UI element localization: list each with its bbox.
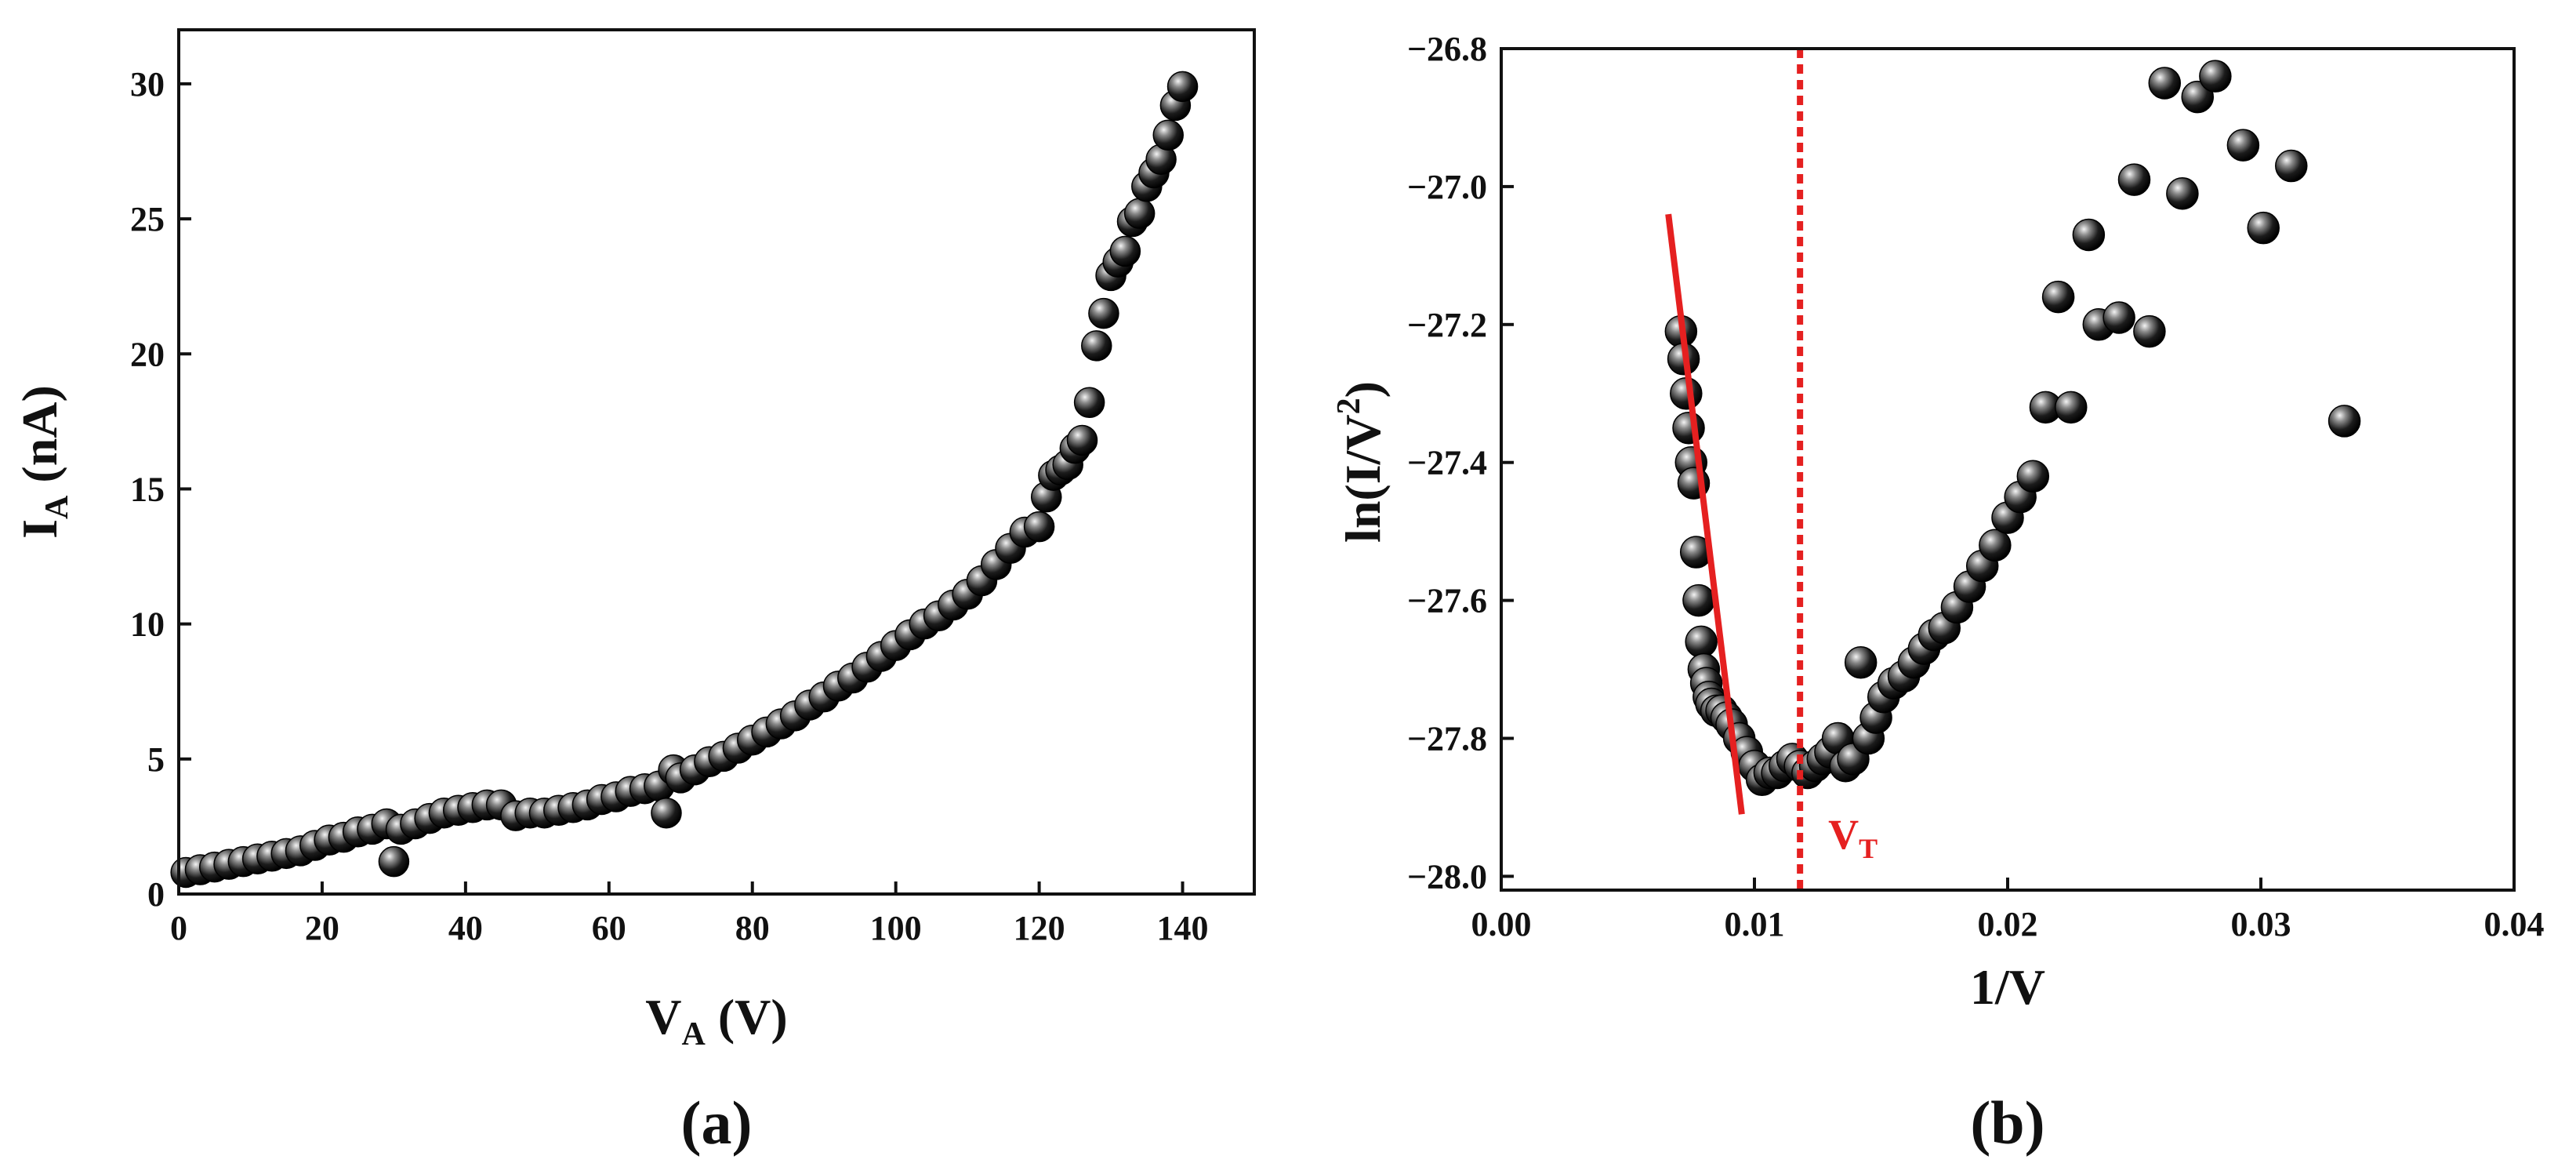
y-tick-label: −27.2 — [1407, 306, 1487, 344]
data-point — [2166, 176, 2199, 210]
data-point — [1066, 424, 1098, 456]
chart-b: 0.00 0.01 0.02 0.03 0.04 −28.0 −27.8 −27.6 −27.4… — [1331, 30, 2545, 1157]
chart-b-panel-label: (b) — [1970, 1089, 2044, 1157]
chart-b-threshold-label: VT — [1828, 811, 1878, 864]
data-point — [2055, 391, 2088, 424]
chart-b-ticks: 0.00 0.01 0.02 0.03 0.04 −28.0 −27.8 −27.6 −27.4… — [1407, 30, 2545, 943]
x-tick-label: 100 — [870, 909, 922, 947]
x-tick-label: 0.00 — [1471, 905, 1532, 943]
y-tick-label: −27.6 — [1407, 582, 1487, 620]
chart-b-plot-frame — [1500, 47, 2516, 892]
data-point — [2103, 301, 2135, 334]
data-point — [2226, 129, 2260, 162]
y-tick-label: 0 — [147, 875, 165, 914]
y-tick-label: −28.0 — [1407, 857, 1487, 896]
data-point — [1672, 411, 1705, 445]
data-point — [2327, 405, 2361, 438]
data-point — [2072, 218, 2106, 252]
y-tick-label: 20 — [130, 335, 165, 373]
x-tick-label: 120 — [1014, 909, 1065, 947]
data-point — [2247, 211, 2280, 245]
data-point — [1979, 529, 2012, 562]
data-point — [1023, 511, 1055, 543]
x-tick-label: 20 — [305, 909, 339, 947]
y-tick-label: 5 — [147, 740, 165, 779]
x-tick-label: 0.03 — [2231, 905, 2291, 943]
chart-b-fit-line — [1665, 213, 1745, 815]
data-point — [2117, 163, 2151, 196]
y-tick-label: −27.4 — [1407, 444, 1487, 482]
chart-b-points — [1664, 60, 2361, 797]
data-point — [1081, 330, 1112, 362]
data-point — [378, 845, 410, 878]
x-tick-label: 80 — [735, 909, 770, 947]
y-tick-label: 15 — [130, 470, 165, 508]
data-point — [2041, 280, 2075, 314]
y-tick-label: −27.0 — [1407, 168, 1487, 206]
chart-a-points — [170, 71, 1199, 889]
x-tick-label: 0.02 — [1978, 905, 2038, 943]
chart-a-y-axis-label: IA (nA) — [12, 385, 75, 539]
data-point — [2148, 67, 2182, 100]
x-tick-label: 60 — [592, 909, 626, 947]
x-tick-label: 0.01 — [1725, 905, 1785, 943]
data-point — [1152, 119, 1184, 151]
chart-a-plot-frame — [177, 28, 1256, 896]
data-point — [1073, 387, 1105, 418]
x-tick-label: 0 — [170, 909, 187, 947]
chart-a-ticks: 0 20 40 60 80 100 120 140 0 5 10 15 20 25 30 — [130, 65, 1209, 947]
data-point — [1685, 625, 1718, 659]
data-point — [651, 797, 682, 829]
chart-b-y-axis-label: ln(I/V2) — [1331, 381, 1391, 543]
data-point — [2133, 314, 2166, 348]
chart-a: 0 20 40 60 80 100 120 140 0 5 10 15 20 25 30 IA (nA) V… — [12, 28, 1256, 1157]
data-point — [2275, 149, 2308, 183]
data-point — [1109, 235, 1141, 267]
data-point — [1088, 297, 1119, 329]
y-tick-label: −26.8 — [1407, 30, 1487, 68]
data-point — [2016, 460, 2050, 493]
y-tick-label: 10 — [130, 605, 165, 644]
chart-a-x-axis-label: VA (V) — [645, 989, 787, 1052]
data-point — [1166, 71, 1199, 103]
chart-a-panel-label: (a) — [681, 1089, 753, 1157]
data-point — [1844, 646, 1878, 679]
y-tick-label: 25 — [130, 200, 165, 238]
data-point — [2199, 60, 2232, 93]
y-tick-label: −27.8 — [1407, 720, 1487, 758]
x-tick-label: 0.04 — [2484, 905, 2545, 943]
data-point — [1123, 198, 1156, 229]
chart-b-x-axis-label: 1/V — [1970, 959, 2045, 1015]
x-tick-label: 140 — [1157, 909, 1209, 947]
y-tick-label: 30 — [130, 65, 165, 104]
x-tick-label: 40 — [448, 909, 483, 947]
data-point — [1682, 583, 1715, 617]
